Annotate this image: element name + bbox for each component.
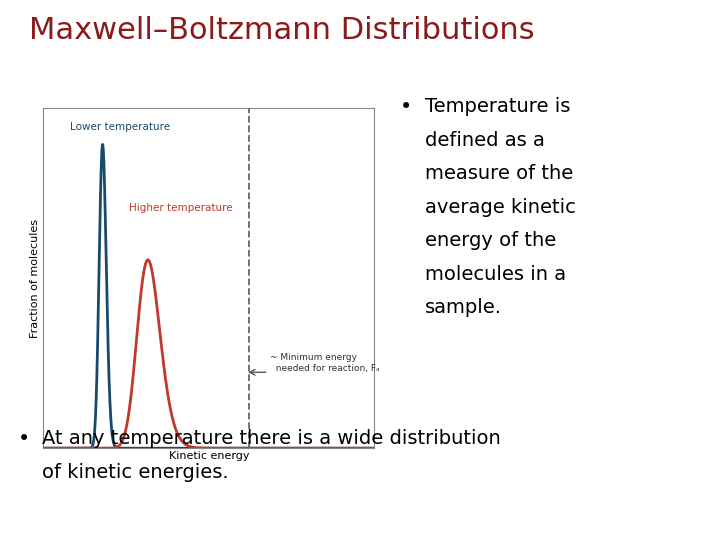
Text: ~ Minimum energy
  needed for reaction, Fₐ: ~ Minimum energy needed for reaction, Fₐ (270, 354, 379, 373)
Text: •: • (400, 97, 412, 117)
Text: sample.: sample. (425, 298, 502, 317)
Y-axis label: Fraction of molecules: Fraction of molecules (30, 219, 40, 338)
Text: average kinetic: average kinetic (425, 198, 576, 217)
Text: Maxwell–Boltzmann Distributions: Maxwell–Boltzmann Distributions (29, 16, 534, 45)
Text: Lower temperature: Lower temperature (70, 122, 170, 132)
Text: defined as a: defined as a (425, 131, 544, 150)
Text: of kinetic energies.: of kinetic energies. (42, 463, 228, 482)
Text: Temperature is: Temperature is (425, 97, 570, 116)
X-axis label: Kinetic energy: Kinetic energy (168, 451, 249, 461)
Text: energy of the: energy of the (425, 231, 556, 250)
Text: molecules in a: molecules in a (425, 265, 566, 284)
Text: •: • (18, 429, 30, 449)
Text: Higher temperature: Higher temperature (130, 203, 233, 213)
Text: At any temperature there is a wide distribution: At any temperature there is a wide distr… (42, 429, 500, 448)
Text: measure of the: measure of the (425, 164, 573, 183)
